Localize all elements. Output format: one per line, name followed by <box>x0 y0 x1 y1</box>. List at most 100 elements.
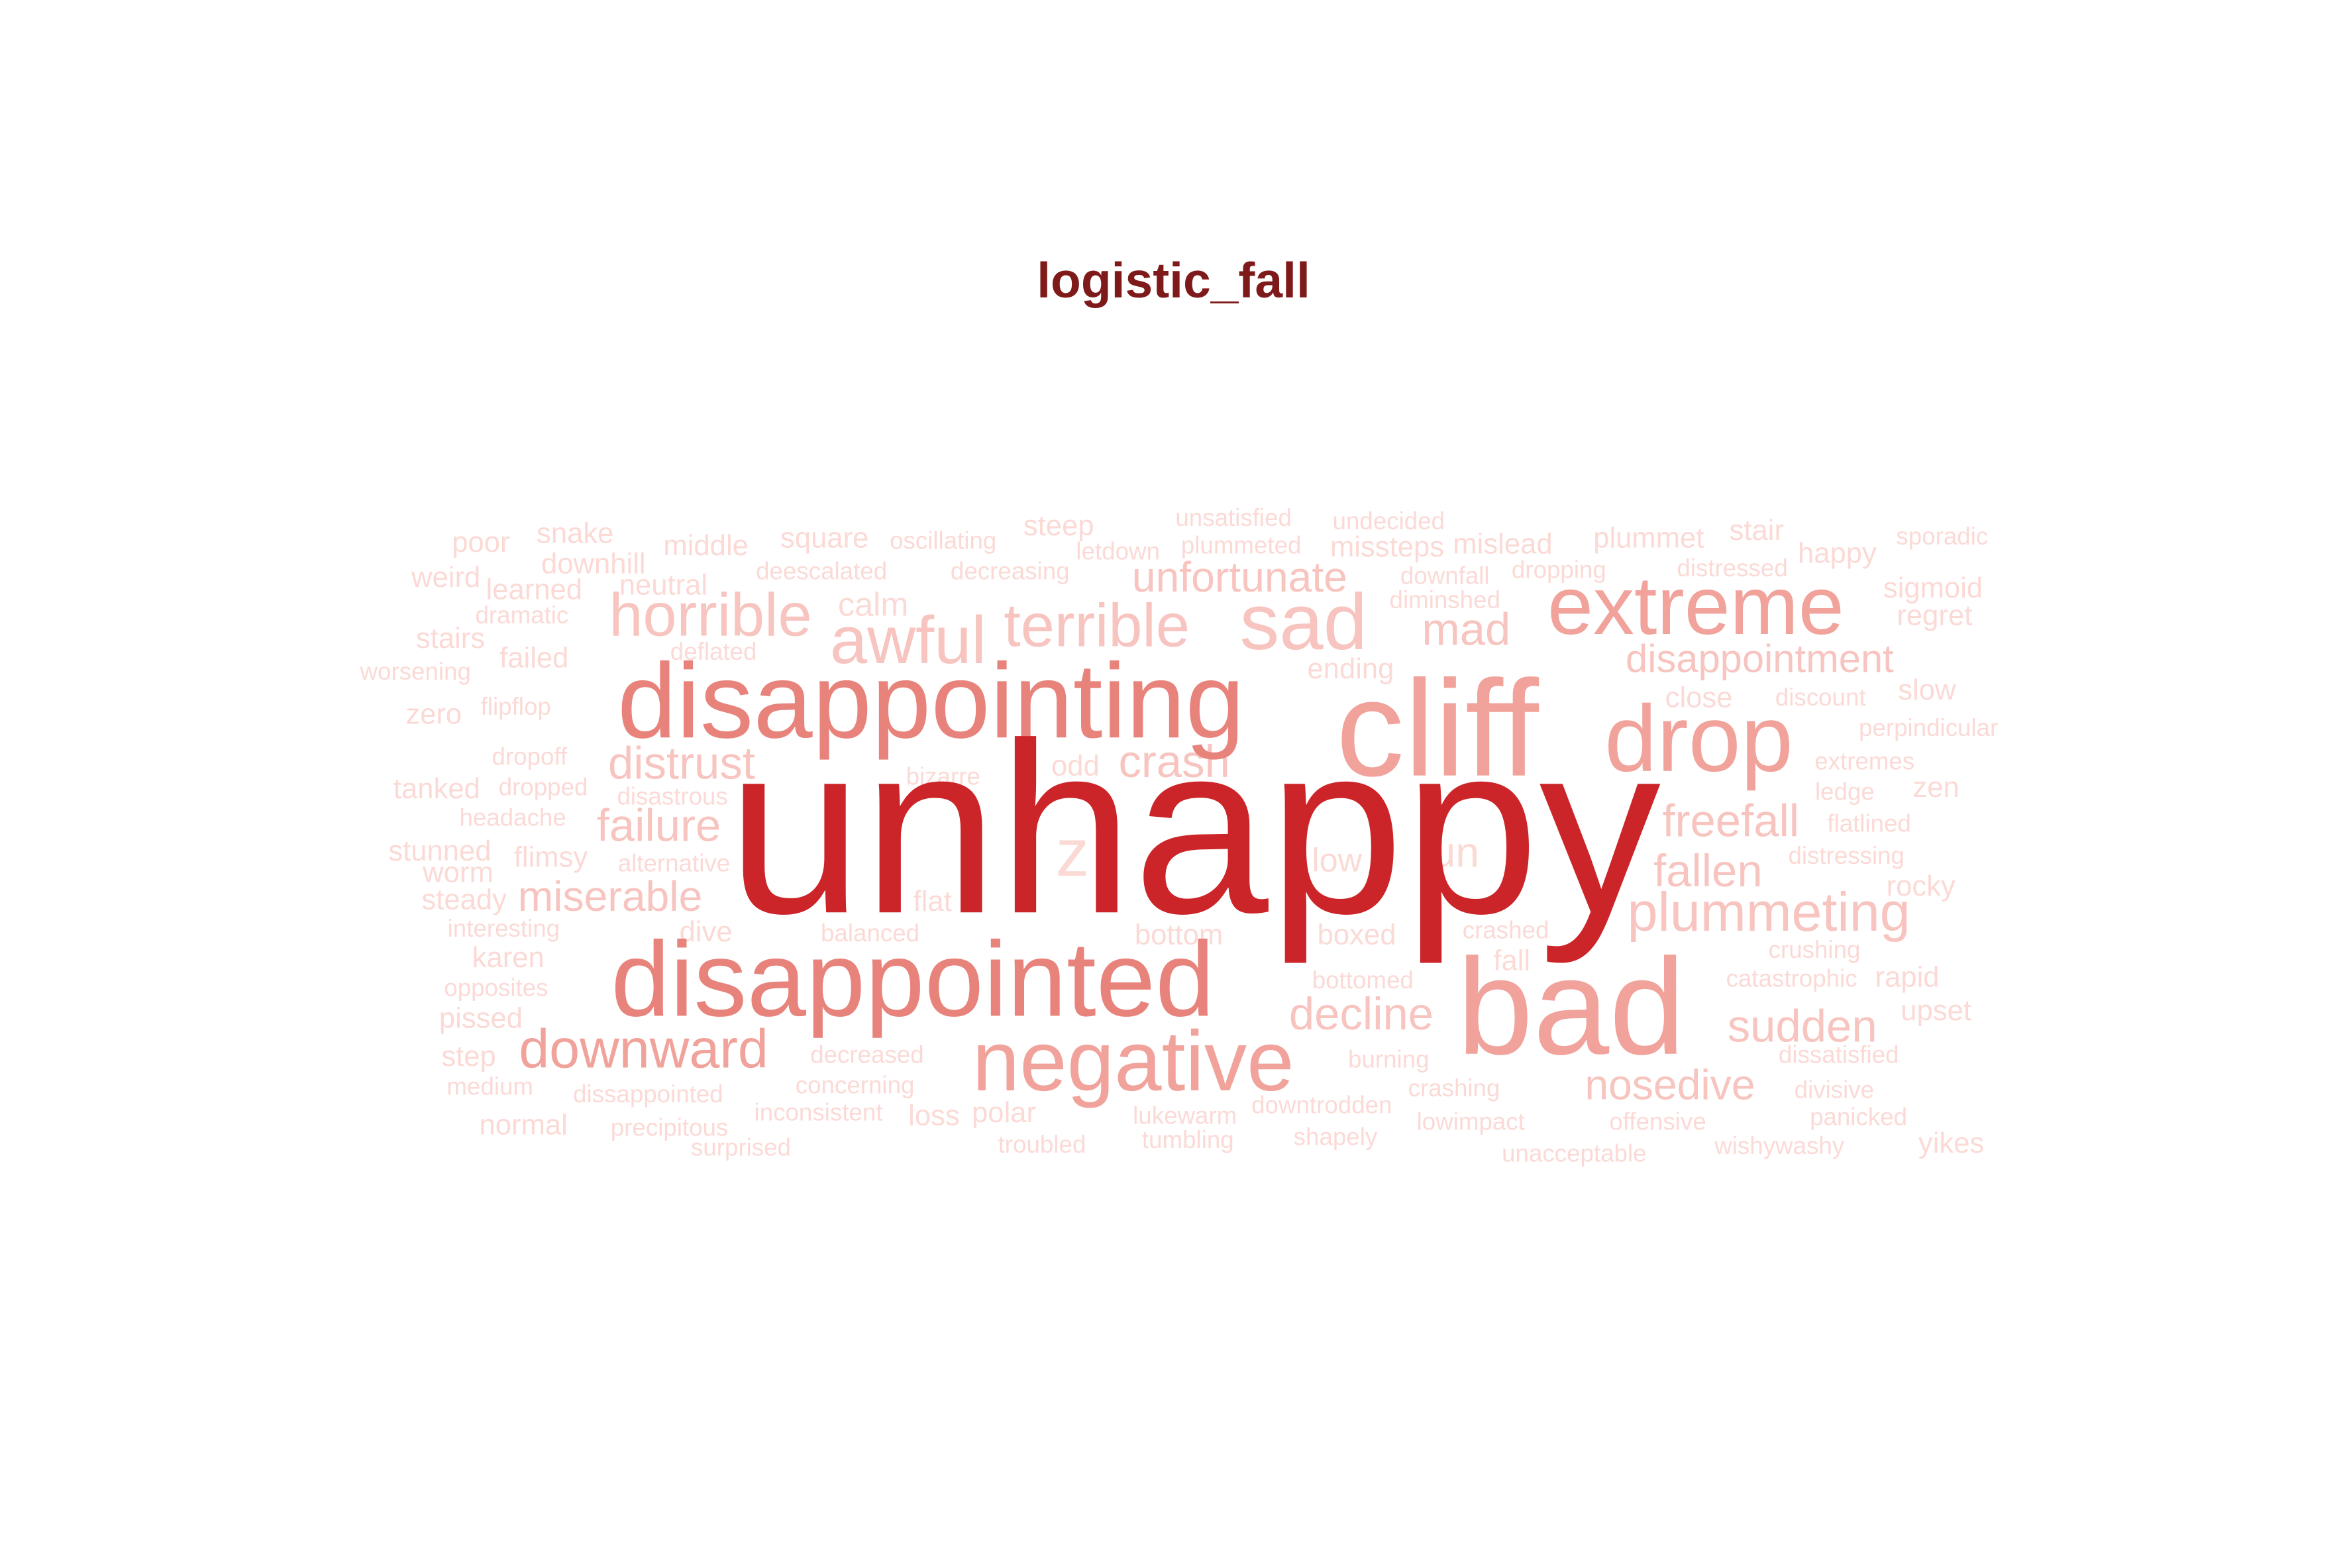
word-interesting: interesting <box>448 915 560 942</box>
word-steep: steep <box>1023 510 1094 542</box>
word-zero: zero <box>405 699 462 731</box>
word-calm: calm <box>838 586 909 623</box>
word-rapid: rapid <box>1875 962 1940 994</box>
word-opposites: opposites <box>444 974 548 1002</box>
word-freefall: freefall <box>1662 795 1799 846</box>
word-tumbling: tumbling <box>1142 1126 1234 1153</box>
word-sudden: sudden <box>1728 1000 1877 1051</box>
word-balanced: balanced <box>821 919 919 947</box>
word-disastrous: disastrous <box>617 782 727 810</box>
word-wishywashy: wishywashy <box>1714 1132 1845 1159</box>
word-missteps: missteps <box>1330 531 1444 563</box>
word-perpindicular: perpindicular <box>1859 714 1998 741</box>
word-stunned: stunned <box>388 835 491 867</box>
word-distrust: distrust <box>608 737 755 788</box>
word-plummeting: plummeting <box>1628 881 1910 943</box>
word-deflated: deflated <box>670 638 757 665</box>
word-snake: snake <box>537 517 613 549</box>
word-burning: burning <box>1348 1045 1430 1072</box>
word-bizarre: bizarre <box>906 762 980 790</box>
word-diminshed: diminshed <box>1390 586 1500 613</box>
word-crashing: crashing <box>1408 1074 1500 1102</box>
word-extremes: extremes <box>1814 747 1914 774</box>
word-disappointed: disappointed <box>611 920 1214 1039</box>
word-crashed: crashed <box>1463 916 1549 943</box>
word-plummeted: plummeted <box>1181 532 1302 559</box>
word-unsatisfied: unsatisfied <box>1175 504 1292 531</box>
word-inconsistent: inconsistent <box>755 1099 883 1126</box>
word-terrible: terrible <box>1004 592 1190 660</box>
word-fallen: fallen <box>1653 845 1763 896</box>
word-crash: crash <box>1118 736 1229 787</box>
word-unacceptable: unacceptable <box>1502 1140 1646 1167</box>
word-learned: learned <box>486 574 582 605</box>
word-divisive: divisive <box>1795 1076 1874 1103</box>
word-dive: dive <box>680 916 733 948</box>
word-ending: ending <box>1307 653 1394 685</box>
word-odd: odd <box>1051 751 1100 782</box>
word-oscillating: oscillating <box>890 527 996 554</box>
word-unhappy: unhappy <box>727 692 1661 965</box>
word-lowimpact: lowimpact <box>1417 1108 1525 1135</box>
word-steady: steady <box>421 884 507 916</box>
word-plummet: plummet <box>1593 522 1704 554</box>
word-boxed: boxed <box>1318 919 1396 951</box>
word-square: square <box>780 522 868 554</box>
word-distressing: distressing <box>1788 842 1904 869</box>
word-step: step <box>441 1041 495 1072</box>
word-decreased: decreased <box>810 1041 923 1069</box>
word-letdown: letdown <box>1076 538 1160 565</box>
word-bottomed: bottomed <box>1312 967 1414 994</box>
word-miserable: miserable <box>518 872 703 920</box>
word-weird: weird <box>411 562 480 594</box>
word-sad: sad <box>1240 578 1367 666</box>
word-low: low <box>1312 841 1362 878</box>
word-dropoff: dropoff <box>492 743 568 770</box>
word-decline: decline <box>1289 988 1434 1039</box>
word-dropped: dropped <box>499 774 588 801</box>
word-fall: fall <box>1493 945 1530 976</box>
word-downhill: downhill <box>541 548 646 580</box>
word-alternative: alternative <box>618 849 730 876</box>
word-bottom: bottom <box>1135 919 1223 951</box>
word-downward: downward <box>519 1018 768 1079</box>
word-failed: failed <box>499 643 568 674</box>
word-yikes: yikes <box>1918 1127 1984 1159</box>
word-loss: loss <box>908 1100 960 1132</box>
word-regret: regret <box>1897 600 1972 631</box>
word-undecided: undecided <box>1333 507 1445 535</box>
chart-title: logistic_fall <box>1037 252 1310 308</box>
word-deescalated: deescalated <box>756 558 887 585</box>
word-rocky: rocky <box>1887 870 1956 902</box>
word-tanked: tanked <box>393 773 480 805</box>
word-shapely: shapely <box>1294 1123 1378 1150</box>
word-ledge: ledge <box>1815 778 1875 805</box>
word-negative: negative <box>972 1014 1294 1109</box>
word-headache: headache <box>459 804 566 831</box>
word-sporadic: sporadic <box>1896 523 1988 550</box>
word-decreasing: decreasing <box>951 558 1070 585</box>
word-horrible: horrible <box>609 581 811 649</box>
word-distressed: distressed <box>1677 554 1787 582</box>
word-un: un <box>1432 828 1479 876</box>
word-downfall: downfall <box>1400 562 1490 589</box>
word-z: z <box>1056 816 1089 890</box>
word-drop: drop <box>1604 686 1793 792</box>
word-normal: normal <box>480 1109 568 1141</box>
word-stair: stair <box>1730 515 1784 547</box>
word-poor: poor <box>452 527 509 558</box>
word-close: close <box>1665 682 1733 713</box>
word-flatlined: flatlined <box>1827 810 1911 837</box>
word-upset: upset <box>1901 995 1971 1027</box>
word-troubled: troubled <box>998 1131 1086 1158</box>
word-extreme: extreme <box>1547 560 1844 652</box>
word-panicked: panicked <box>1810 1104 1907 1131</box>
word-slow: slow <box>1898 674 1956 706</box>
word-awful: awful <box>830 603 986 678</box>
word-downtrodden: downtrodden <box>1251 1091 1392 1118</box>
word-flat: flat <box>913 886 952 917</box>
word-crushing: crushing <box>1769 936 1861 963</box>
